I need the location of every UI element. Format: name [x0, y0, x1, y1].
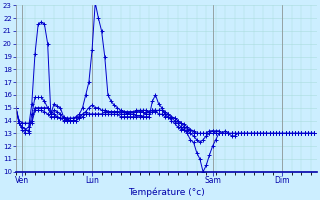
X-axis label: Température (°c): Température (°c) — [128, 188, 205, 197]
